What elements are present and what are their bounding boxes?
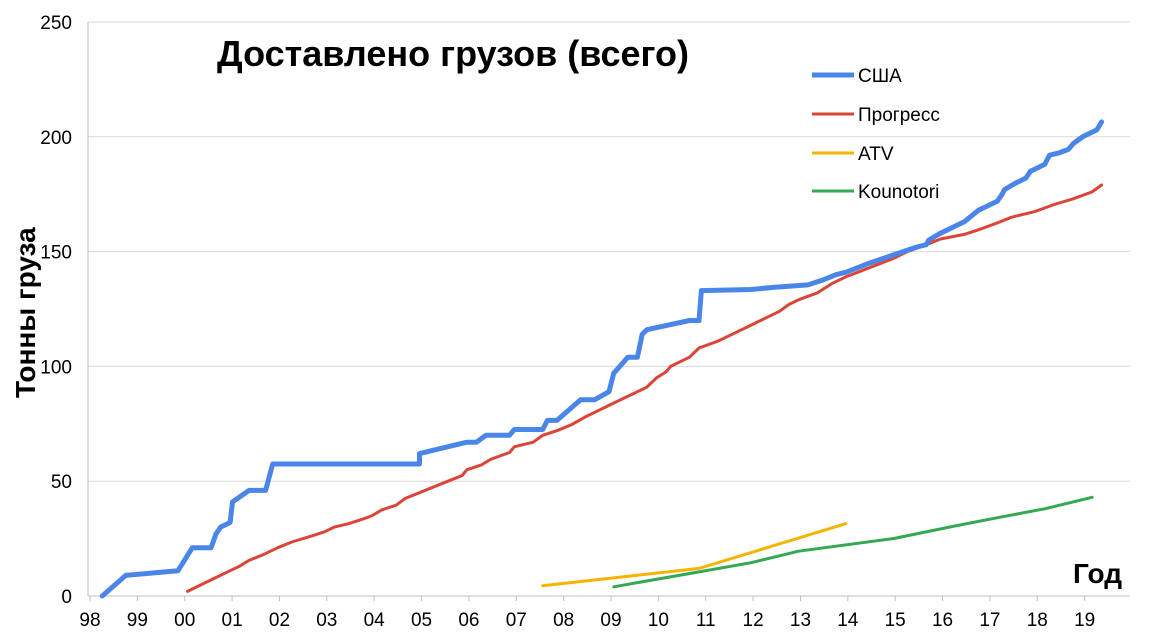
x-axis-title: Год [1073,558,1122,589]
x-tick-label: 10 [648,610,669,631]
chart-title: Доставлено грузов (всего) [217,33,689,74]
legend-label: США [858,66,902,87]
x-tick-labels: 98 99 00 01 02 03 04 05 06 07 08 09 10 11 12 13 14 15 16 17… [79,596,1095,631]
legend-label: ATV [858,144,894,165]
legend-label: Прогресс [858,105,940,126]
x-tick-label: 17 [979,610,1000,631]
legend: США Прогресс ATV Kounotori [812,66,940,203]
x-tick-label: 01 [222,610,243,631]
x-tick-label: 12 [743,610,764,631]
y-tick-label: 150 [40,243,72,264]
x-tick-label: 09 [600,610,621,631]
x-tick-label: 05 [411,610,432,631]
legend-label: Kounotori [858,182,939,203]
y-tick-label: 0 [61,587,72,608]
x-tick-label: 99 [127,610,148,631]
axes [87,22,1130,597]
x-tick-label: 00 [174,610,195,631]
x-tick-label: 15 [885,610,906,631]
series [99,119,1105,599]
y-axis-title: Тонны груза [10,227,41,398]
x-tick-label: 19 [1074,610,1095,631]
series-line-2 [541,522,848,588]
x-tick-label: 14 [837,610,859,631]
x-tick-label: 16 [932,610,953,631]
y-tick-label: 200 [40,128,72,149]
x-tick-label: 98 [79,610,100,631]
x-tick-label: 03 [316,610,337,631]
x-tick-label: 04 [364,610,386,631]
x-tick-label: 08 [553,610,574,631]
x-tick-label: 18 [1027,610,1048,631]
y-tick-label: 50 [51,472,72,493]
grid [88,21,1130,482]
series-line-1 [186,183,1104,593]
y-tick-label: 250 [40,13,72,34]
x-tick-label: 13 [790,610,811,631]
x-tick-label: 06 [458,610,479,631]
series-line-0 [99,119,1105,599]
x-tick-label: 02 [269,610,290,631]
y-tick-labels: 0 50 100 150 200 250 [40,13,72,608]
series-line-3 [612,495,1094,589]
x-tick-label: 11 [696,610,716,631]
x-tick-label: 07 [506,610,527,631]
y-tick-label: 100 [40,357,72,378]
